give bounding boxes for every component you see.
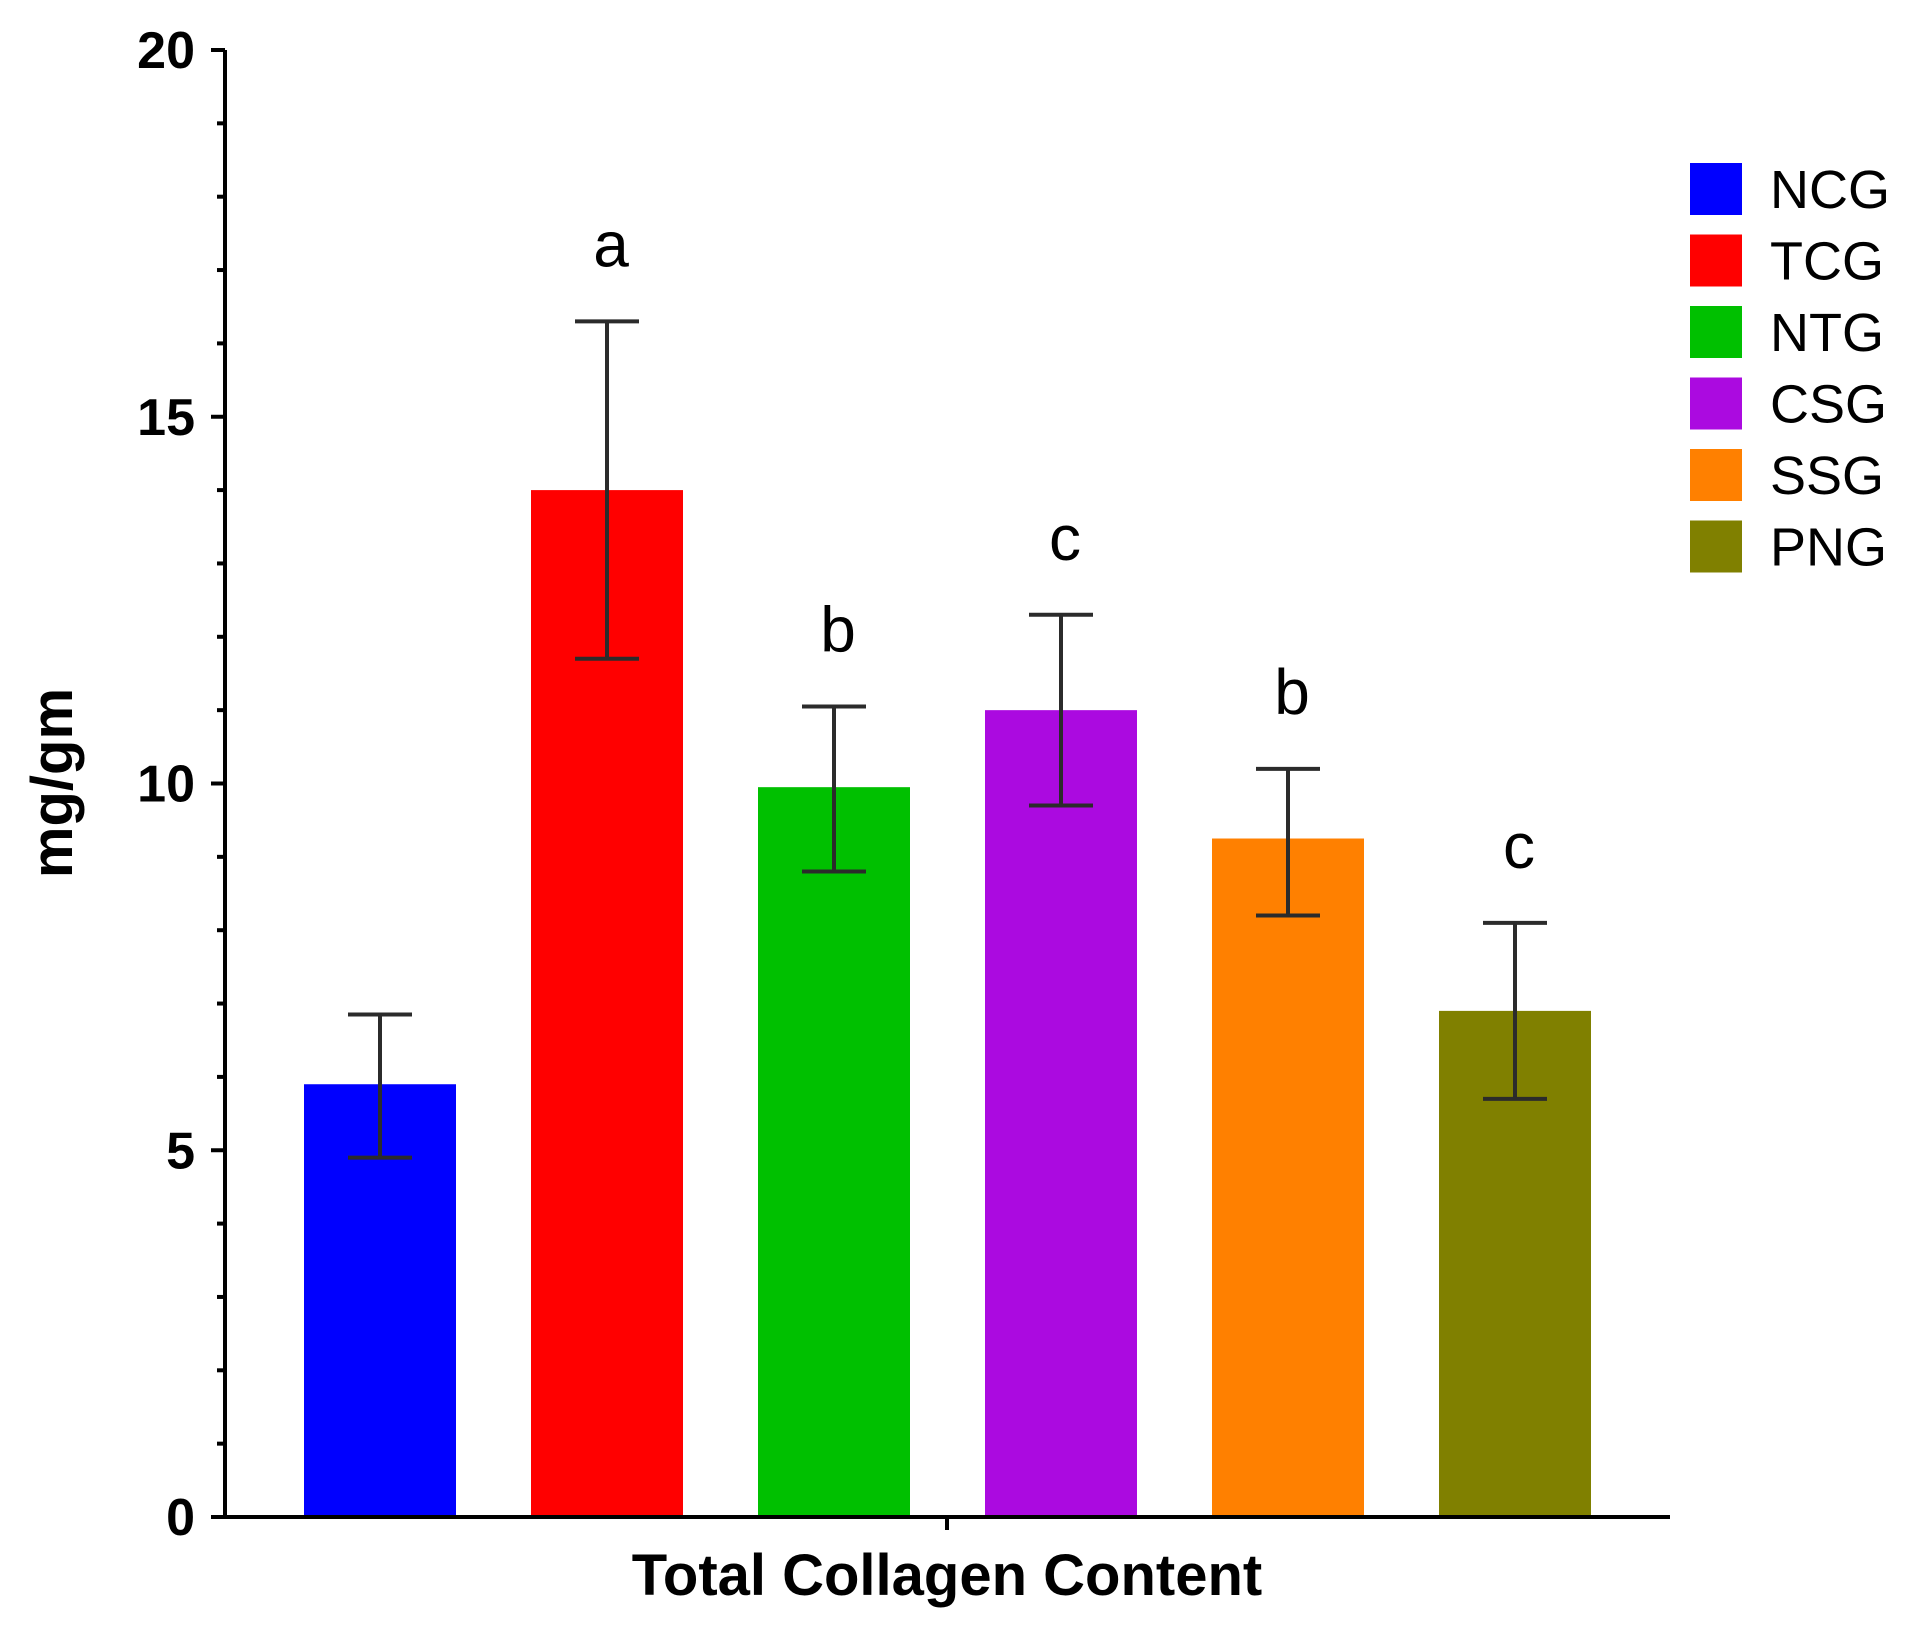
- legend: NCG TCG NTG CSG SSG PNG: [1690, 160, 1890, 578]
- error-bar-png: [1483, 920, 1547, 1101]
- legend-swatch: [1690, 377, 1742, 430]
- legend-entry-tcg: TCG: [1690, 232, 1884, 292]
- legend-swatch: [1690, 449, 1742, 501]
- x-axis-title: Total Collagen Content: [632, 1543, 1262, 1608]
- legend-entry-ssg: SSG: [1690, 446, 1884, 506]
- legend-swatch: [1690, 163, 1742, 215]
- legend-entry-ntg: NTG: [1690, 303, 1884, 363]
- y-tick-label: 5: [166, 1122, 195, 1180]
- legend-label: CSG: [1770, 375, 1887, 435]
- significance-label-tcg: a: [593, 208, 629, 280]
- significance-label-ntg: b: [820, 593, 856, 665]
- y-axis-title: mg/gm: [20, 688, 85, 878]
- y-tick-label: 0: [166, 1489, 195, 1547]
- error-bar-csg: [1029, 612, 1093, 808]
- error-bars-layer: [348, 319, 1547, 1160]
- legend-swatch: [1690, 306, 1742, 358]
- legend-entry-ncg: NCG: [1690, 160, 1890, 220]
- bar-csg: [985, 710, 1137, 1517]
- error-bar-tcg: [575, 319, 639, 661]
- bar-tcg: [531, 490, 683, 1518]
- legend-label: NTG: [1770, 303, 1884, 363]
- legend-label: NCG: [1770, 160, 1890, 220]
- significance-labels-layer: a b c b c: [593, 208, 1535, 881]
- legend-label: PNG: [1770, 518, 1887, 578]
- y-ticks-layer: 0 5 10 15 20: [137, 22, 225, 1547]
- legend-swatch: [1690, 234, 1742, 287]
- y-tick-label: 10: [137, 756, 195, 814]
- legend-entry-csg: CSG: [1690, 375, 1887, 435]
- error-bar-ssg: [1256, 766, 1320, 918]
- error-bar-ncg: [348, 1012, 412, 1160]
- significance-label-ssg: b: [1274, 656, 1310, 728]
- legend-entry-png: PNG: [1690, 518, 1887, 578]
- significance-label-csg: c: [1049, 502, 1081, 574]
- error-bar-ntg: [802, 704, 866, 874]
- y-tick-label: 15: [137, 389, 195, 447]
- bar-ntg: [758, 787, 910, 1517]
- bar-ssg: [1212, 838, 1364, 1517]
- legend-swatch: [1690, 520, 1742, 573]
- bars-layer: [304, 490, 1591, 1518]
- legend-label: SSG: [1770, 446, 1884, 506]
- significance-label-png: c: [1503, 810, 1535, 882]
- y-tick-label: 20: [137, 22, 195, 80]
- legend-label: TCG: [1770, 232, 1884, 292]
